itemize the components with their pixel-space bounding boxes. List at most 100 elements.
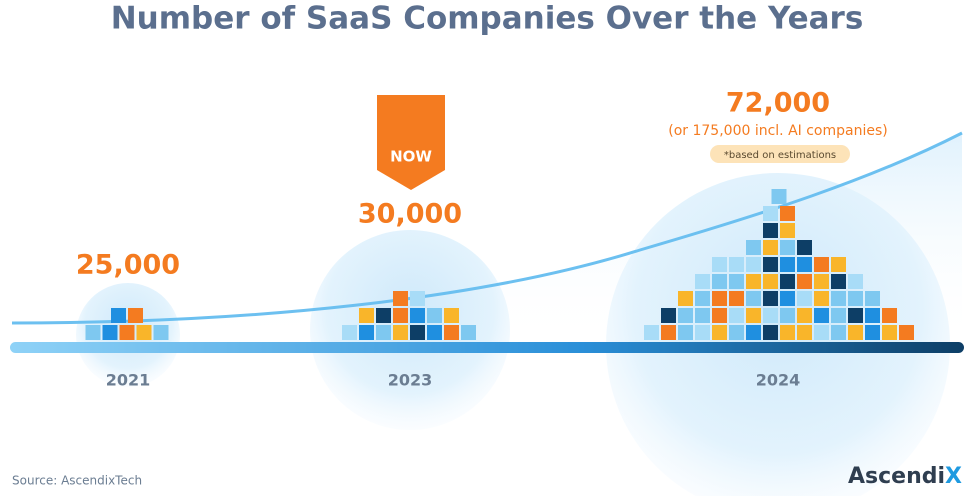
block: [814, 325, 829, 340]
block: [410, 325, 425, 340]
block: [780, 206, 795, 221]
detail: (or 175,000 incl. AI companies): [668, 123, 887, 139]
block: [376, 325, 391, 340]
block: [848, 308, 863, 323]
block: [695, 308, 710, 323]
block: [712, 274, 727, 289]
block: [865, 308, 880, 323]
block: [695, 291, 710, 306]
block: [780, 291, 795, 306]
block: [899, 325, 914, 340]
block: [712, 291, 727, 306]
block: [427, 308, 442, 323]
block: [746, 325, 761, 340]
block: [814, 308, 829, 323]
block: [678, 291, 693, 306]
block: [848, 274, 863, 289]
growth-curve: [11, 131, 963, 325]
count: 72,000: [726, 88, 830, 119]
badge-text: NOW: [390, 148, 432, 166]
block: [780, 325, 795, 340]
block: [746, 308, 761, 323]
brand-name: Ascendi: [848, 464, 945, 489]
block: [128, 308, 143, 323]
year: 2021: [106, 371, 151, 390]
block: [771, 189, 787, 204]
block: [119, 325, 135, 340]
block: [780, 240, 795, 255]
block: [153, 325, 169, 340]
block: [797, 257, 812, 272]
block: [427, 325, 442, 340]
block: [831, 291, 846, 306]
block: [746, 291, 761, 306]
block: [780, 257, 795, 272]
block: [780, 308, 795, 323]
block: [814, 274, 829, 289]
block: [729, 274, 744, 289]
block: [763, 291, 778, 306]
brand-mark: X: [945, 464, 962, 489]
block: [393, 325, 408, 340]
block: [85, 325, 101, 340]
block: [644, 325, 659, 340]
block: [376, 308, 391, 323]
year: 2024: [756, 371, 801, 390]
block: [865, 291, 880, 306]
block: [746, 274, 761, 289]
block: [678, 308, 693, 323]
block: [461, 325, 476, 340]
block: [763, 325, 778, 340]
block: [102, 325, 118, 340]
source: Source: AscendixTech: [12, 474, 142, 488]
block: [359, 325, 374, 340]
brand: AscendiX: [848, 464, 962, 489]
block: [797, 325, 812, 340]
title: Number of SaaS Companies Over the Years: [111, 1, 864, 37]
block: [729, 257, 744, 272]
block: [763, 274, 778, 289]
block: [831, 274, 846, 289]
blocks: [85, 189, 914, 340]
block: [780, 274, 795, 289]
block: [763, 257, 778, 272]
block: [729, 308, 744, 323]
block: [729, 325, 744, 340]
note-pill: [710, 145, 850, 163]
block: [763, 240, 778, 255]
block: [359, 308, 374, 323]
block: [814, 291, 829, 306]
block: [393, 291, 408, 306]
block: [746, 257, 761, 272]
block: [661, 308, 676, 323]
note: *based on estimations: [724, 150, 836, 161]
block: [814, 257, 829, 272]
block: [797, 274, 812, 289]
block: [712, 325, 727, 340]
block: [111, 308, 126, 323]
block: [780, 223, 795, 238]
block: [678, 325, 693, 340]
block: [695, 325, 710, 340]
block: [444, 325, 459, 340]
block: [712, 308, 727, 323]
timeline: [10, 342, 964, 353]
block: [410, 291, 425, 306]
block: [136, 325, 152, 340]
count: 30,000: [358, 199, 462, 230]
block: [712, 257, 727, 272]
now-badge: [377, 95, 445, 190]
block: [848, 291, 863, 306]
block: [746, 240, 761, 255]
count: 25,000: [76, 250, 180, 281]
block: [797, 240, 812, 255]
block: [797, 308, 812, 323]
block: [763, 223, 778, 238]
block: [882, 308, 897, 323]
block: [393, 308, 408, 323]
block: [729, 291, 744, 306]
block: [342, 325, 357, 340]
block: [695, 274, 710, 289]
block: [444, 308, 459, 323]
